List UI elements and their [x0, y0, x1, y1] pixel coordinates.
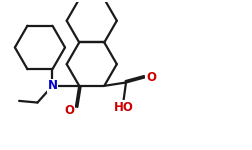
Text: N: N: [47, 79, 57, 92]
Text: O: O: [64, 103, 74, 117]
Text: HO: HO: [114, 101, 133, 114]
Text: O: O: [146, 71, 156, 84]
